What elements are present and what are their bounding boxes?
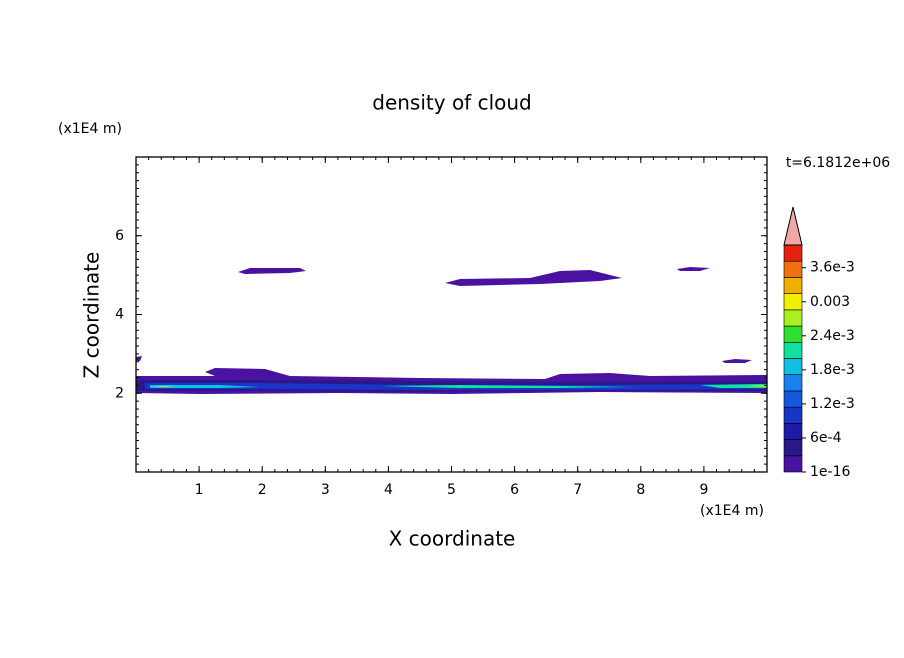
colorbar-segment: [783, 358, 803, 376]
cloud-region: [722, 359, 752, 363]
chart-title: density of cloud: [372, 91, 531, 115]
colorbar-segment: [783, 260, 803, 278]
cloud-region: [238, 268, 306, 274]
colorbar-segment: [783, 341, 803, 359]
time-label: t=6.1812e+06: [786, 155, 890, 171]
y-axis-label: Z coordinate: [80, 252, 104, 379]
colorbar-segment: [783, 277, 803, 294]
colorbar-tick-label: 1.2e-3: [810, 396, 855, 412]
x-tick-label: 3: [321, 482, 330, 498]
x-tick-label: 4: [384, 482, 393, 498]
y-tick-label: 6: [115, 228, 124, 244]
x-tick-label: 1: [195, 482, 204, 498]
y-tick-label: 4: [115, 307, 124, 323]
cloud-region: [150, 385, 260, 388]
colorbar-segment: [783, 390, 803, 408]
x-axis-label: X coordinate: [389, 527, 516, 551]
colorbar-segment: [783, 325, 803, 343]
cloud-region: [205, 368, 290, 378]
x-tick-label: 9: [699, 482, 708, 498]
colorbar-tick-label: 2.4e-3: [810, 328, 855, 344]
x-tick-label: 2: [258, 482, 267, 498]
y-unit: (x1E4 m): [58, 121, 122, 137]
cloud-region: [136, 356, 142, 361]
colorbar-tick-label: 3.6e-3: [810, 260, 855, 276]
x-tick-label: 7: [573, 482, 582, 498]
y-tick-label: 2: [115, 385, 124, 401]
cloud-region: [700, 384, 767, 388]
colorbar-tick-label: 6e-4: [810, 430, 842, 446]
colorbar-segment: [783, 244, 803, 262]
colorbar-extend: [783, 206, 803, 246]
colorbar-tick-label: 1.8e-3: [810, 362, 855, 378]
x-tick-label: 5: [447, 482, 456, 498]
colorbar-tick-label: 0.003: [810, 294, 850, 310]
cloud-field: [136, 267, 767, 394]
colorbar-segment: [783, 293, 803, 311]
cloud-region: [380, 385, 640, 388]
cloud-region: [445, 270, 622, 286]
colorbar-segment: [783, 309, 803, 327]
colorbar-segment: [783, 406, 803, 424]
colorbar-segment: [783, 439, 803, 457]
cloud-region: [745, 385, 767, 387]
colorbar-segment: [783, 374, 803, 392]
x-tick-label: 8: [636, 482, 645, 498]
cloud-region: [677, 267, 710, 271]
x-tick-label: 6: [510, 482, 519, 498]
cloud-region: [150, 386, 175, 387]
x-unit: (x1E4 m): [700, 503, 764, 519]
colorbar-segment: [783, 423, 803, 440]
colorbar-tick-label: 1e-16: [810, 464, 850, 480]
colorbar-segment: [783, 455, 803, 473]
